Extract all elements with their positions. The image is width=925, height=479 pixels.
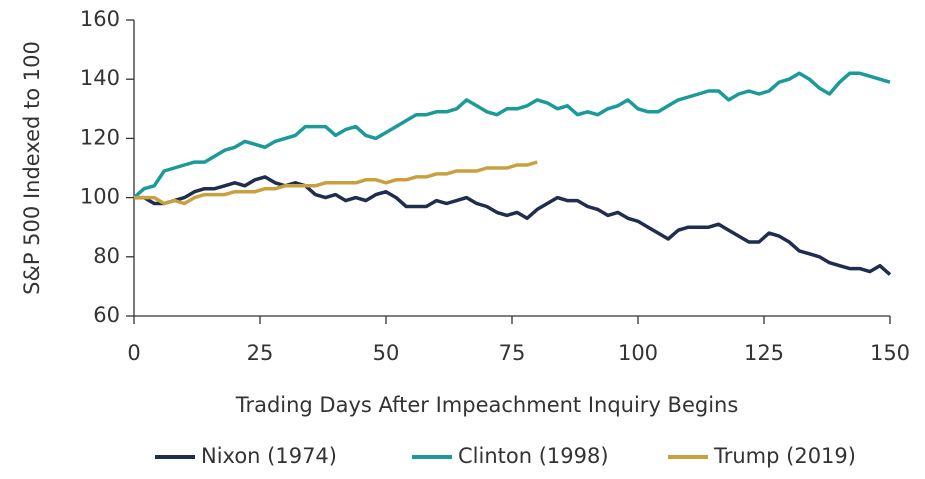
x-axis-title: Trading Days After Impeachment Inquiry B… (235, 393, 739, 417)
x-tick-label: 50 (373, 341, 400, 365)
x-tick-label: 125 (744, 341, 784, 365)
y-tick-label: 160 (80, 7, 120, 31)
series-line (132, 71, 891, 199)
y-tick-label: 80 (93, 244, 120, 268)
legend-label: Nixon (1974) (201, 444, 337, 468)
x-tick-label: 25 (247, 341, 274, 365)
y-tick-label: 60 (93, 303, 120, 327)
legend-label: Clinton (1998) (458, 444, 609, 468)
y-tick-label: 140 (80, 66, 120, 90)
legend-label: Trump (2019) (713, 444, 856, 468)
y-tick-label: 120 (80, 125, 120, 149)
x-tick-label: 75 (499, 341, 526, 365)
series-line (134, 175, 892, 276)
x-tick-label: 150 (870, 341, 910, 365)
x-tick-label: 0 (127, 341, 140, 365)
y-tick-label: 100 (80, 185, 120, 209)
y-axis-title: S&P 500 Indexed to 100 (20, 41, 44, 295)
series-line (134, 160, 538, 206)
x-tick-label: 100 (618, 341, 658, 365)
